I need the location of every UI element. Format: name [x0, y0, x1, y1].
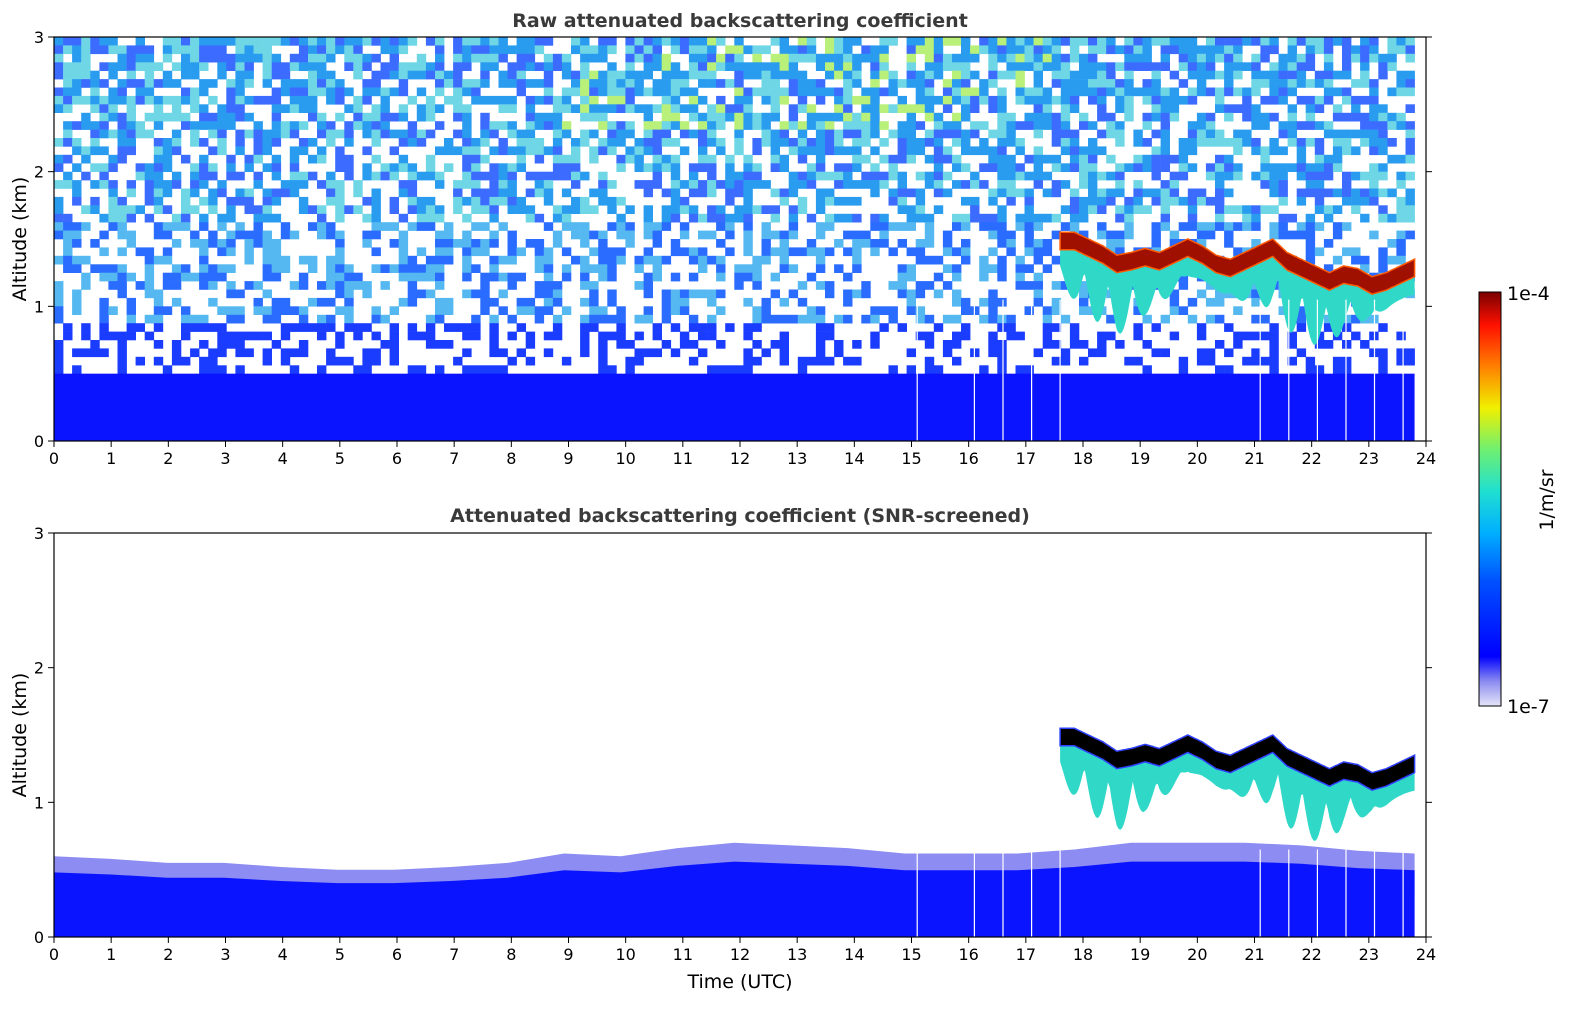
y-tick-label: 1 — [34, 297, 44, 316]
x-tick-label: 22 — [1301, 449, 1321, 468]
x-tick-label: 7 — [449, 945, 459, 964]
y-tick-label: 1 — [34, 793, 44, 812]
colorbar-min-label: 1e-7 — [1507, 696, 1550, 718]
panel2-ylabel: Altitude (km) — [9, 673, 31, 798]
x-tick-label: 11 — [673, 945, 693, 964]
x-tick-label: 10 — [615, 945, 635, 964]
panel1-heatmap — [54, 37, 1416, 441]
x-tick-label: 0 — [49, 449, 59, 468]
x-tick-label: 2 — [163, 449, 173, 468]
x-tick-label: 23 — [1359, 449, 1379, 468]
x-tick-label: 22 — [1301, 945, 1321, 964]
x-tick-label: 19 — [1130, 449, 1150, 468]
x-tick-label: 5 — [335, 945, 345, 964]
raw-backscatter-panel: Raw attenuated backscattering coefficien… — [9, 10, 1436, 468]
x-tick-label: 9 — [563, 449, 573, 468]
x-tick-label: 6 — [392, 945, 402, 964]
cloud-fallstreaks — [1060, 741, 1415, 841]
y-tick-label: 0 — [34, 928, 44, 947]
x-tick-label: 21 — [1244, 945, 1264, 964]
x-tick-label: 12 — [730, 449, 750, 468]
y-tick-label: 3 — [34, 524, 44, 543]
x-tick-label: 14 — [844, 449, 864, 468]
x-tick-label: 3 — [220, 449, 230, 468]
panel1-title: Raw attenuated backscattering coefficien… — [512, 10, 968, 32]
x-tick-label: 16 — [958, 945, 978, 964]
panel2-ticks: 0 1 2 3 4 5 6 7 8 9 10 11 12 13 14 15 16 17 18 19 20 21 22 23 24… — [34, 524, 1436, 964]
y-tick-label: 2 — [34, 659, 44, 678]
colorbar-gradient — [1478, 291, 1502, 707]
x-tick-label: 20 — [1187, 449, 1207, 468]
x-tick-label: 8 — [506, 945, 516, 964]
x-tick-label: 18 — [1073, 945, 1093, 964]
x-tick-label: 8 — [506, 449, 516, 468]
cloud-layer — [1059, 727, 1416, 792]
x-tick-label: 3 — [220, 945, 230, 964]
x-tick-label: 0 — [49, 945, 59, 964]
x-tick-label: 17 — [1016, 449, 1036, 468]
panel1-ticks: 0 1 2 3 4 5 6 7 8 9 10 11 12 13 14 15 16 17 18 19 20 21 22 23 24… — [34, 28, 1436, 468]
x-tick-label: 15 — [901, 945, 921, 964]
panel2-title: Attenuated backscattering coefficient (S… — [450, 505, 1030, 527]
boundary-layer-core — [54, 861, 1415, 937]
x-tick-label: 6 — [392, 449, 402, 468]
x-tick-label: 11 — [673, 449, 693, 468]
x-tick-label: 9 — [563, 945, 573, 964]
x-tick-label: 23 — [1359, 945, 1379, 964]
x-tick-label: 17 — [1016, 945, 1036, 964]
x-tick-label: 2 — [163, 945, 173, 964]
x-tick-label: 10 — [615, 449, 635, 468]
x-tick-label: 15 — [901, 449, 921, 468]
cloud-layer — [1059, 231, 1416, 296]
panel1-ylabel: Altitude (km) — [9, 177, 31, 302]
x-tick-label: 16 — [958, 449, 978, 468]
colorbar-unit-label: 1/m/sr — [1536, 469, 1558, 530]
x-tick-label: 14 — [844, 945, 864, 964]
x-tick-label: 12 — [730, 945, 750, 964]
y-tick-label: 3 — [34, 28, 44, 47]
snr-screened-panel: Attenuated backscattering coefficient (S… — [9, 505, 1436, 993]
x-tick-label: 5 — [335, 449, 345, 468]
x-tick-label: 1 — [106, 449, 116, 468]
x-tick-label: 24 — [1416, 449, 1436, 468]
y-tick-label: 0 — [34, 432, 44, 451]
x-tick-label: 13 — [787, 449, 807, 468]
x-tick-label: 13 — [787, 945, 807, 964]
y-tick-label: 2 — [34, 163, 44, 182]
x-tick-label: 4 — [278, 945, 288, 964]
x-tick-label: 24 — [1416, 945, 1436, 964]
x-tick-label: 20 — [1187, 945, 1207, 964]
panel1-frame — [53, 36, 1427, 442]
x-tick-label: 1 — [106, 945, 116, 964]
colorbar: 1e-4 1e-7 1/m/sr — [1478, 283, 1558, 718]
boundary-layer-band — [54, 373, 1415, 441]
x-tick-label: 18 — [1073, 449, 1093, 468]
x-tick-label: 21 — [1244, 449, 1264, 468]
panel2-xlabel: Time (UTC) — [686, 971, 792, 993]
x-tick-label: 19 — [1130, 945, 1150, 964]
panel2-frame — [53, 532, 1427, 938]
panel2-heatmap — [54, 727, 1416, 937]
colorbar-max-label: 1e-4 — [1507, 283, 1550, 305]
x-tick-label: 7 — [449, 449, 459, 468]
cloud-fallstreaks — [1060, 245, 1415, 345]
x-tick-label: 4 — [278, 449, 288, 468]
